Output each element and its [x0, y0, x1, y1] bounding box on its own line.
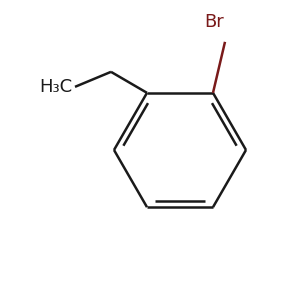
Text: H₃C: H₃C — [39, 78, 72, 96]
Text: Br: Br — [204, 13, 224, 31]
